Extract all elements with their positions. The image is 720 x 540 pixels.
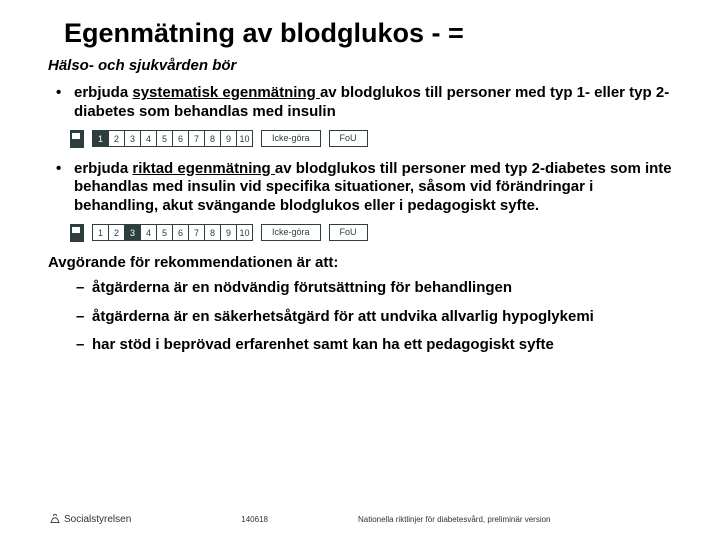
- priority-cell: 9: [221, 225, 237, 240]
- priority-cell: 5: [157, 225, 173, 240]
- socialstyrelsen-logo: Socialstyrelsen: [48, 512, 131, 526]
- sub-bullet-2-text: åtgärderna är en säkerhetsåtgärd för att…: [92, 308, 594, 327]
- priority-cell: 1: [93, 131, 109, 146]
- sub-bullet-1: – åtgärderna är en nödvändig förutsättni…: [76, 279, 672, 298]
- priority-cell: 3: [125, 131, 141, 146]
- priority-cell: 2: [109, 131, 125, 146]
- sub-bullet-3-text: har stöd i beprövad erfarenhet samt kan …: [92, 336, 554, 355]
- priority-cell: 8: [205, 131, 221, 146]
- priority-label-icke: Icke-göra: [261, 130, 321, 147]
- flag-icon: [70, 130, 84, 148]
- priority-cell: 10: [237, 225, 252, 240]
- priority-cell: 2: [109, 225, 125, 240]
- bullet-2-pre: erbjuda: [74, 160, 132, 177]
- bullet-2-underlined: riktad egenmätning: [132, 160, 275, 177]
- priority-cell: 9: [221, 131, 237, 146]
- footer-text: Nationella riktlinjer för diabetesvård, …: [358, 515, 551, 524]
- bullet-1-pre: erbjuda: [74, 84, 132, 101]
- priority-cells-2: 12345678910: [92, 224, 253, 241]
- dash-marker: –: [76, 308, 92, 327]
- bullet-1-underlined: systematisk egenmätning: [132, 84, 320, 101]
- priority-cell: 8: [205, 225, 221, 240]
- dash-marker: –: [76, 279, 92, 298]
- priority-cell: 5: [157, 131, 173, 146]
- priority-cell: 6: [173, 225, 189, 240]
- priority-scale-2: 12345678910 Icke-göra FoU: [70, 224, 672, 242]
- bullet-1: • erbjuda systematisk egenmätning av blo…: [56, 84, 672, 122]
- footer-date: 140618: [241, 515, 268, 524]
- priority-cell: 10: [237, 131, 252, 146]
- priority-cells-1: 12345678910: [92, 130, 253, 147]
- footer: Socialstyrelsen 140618 Nationella riktli…: [0, 512, 720, 526]
- priority-cell: 6: [173, 131, 189, 146]
- priority-label-fou: FoU: [329, 224, 368, 241]
- sub-bullet-3: – har stöd i beprövad erfarenhet samt ka…: [76, 336, 672, 355]
- priority-cell: 7: [189, 131, 205, 146]
- bullet-marker: •: [56, 160, 70, 216]
- priority-cell: 4: [141, 225, 157, 240]
- priority-cell: 7: [189, 225, 205, 240]
- sub-heading: Avgörande för rekommendationen är att:: [48, 254, 672, 271]
- bullet-2: • erbjuda riktad egenmätning av blodgluk…: [56, 160, 672, 216]
- priority-cell: 4: [141, 131, 157, 146]
- bullet-marker: •: [56, 84, 70, 122]
- priority-cell: 3: [125, 225, 141, 240]
- priority-label-icke: Icke-göra: [261, 224, 321, 241]
- sub-bullet-1-text: åtgärderna är en nödvändig förutsättning…: [92, 279, 512, 298]
- flag-icon: [70, 224, 84, 242]
- logo-text: Socialstyrelsen: [64, 514, 131, 525]
- priority-label-fou: FoU: [329, 130, 368, 147]
- slide-title: Egenmätning av blodglukos - =: [64, 18, 672, 49]
- crown-icon: [48, 512, 62, 526]
- sub-bullet-2: – åtgärderna är en säkerhetsåtgärd för a…: [76, 308, 672, 327]
- dash-marker: –: [76, 336, 92, 355]
- priority-scale-1: 12345678910 Icke-göra FoU: [70, 130, 672, 148]
- priority-cell: 1: [93, 225, 109, 240]
- slide-subtitle: Hälso- och sjukvården bör: [48, 57, 672, 74]
